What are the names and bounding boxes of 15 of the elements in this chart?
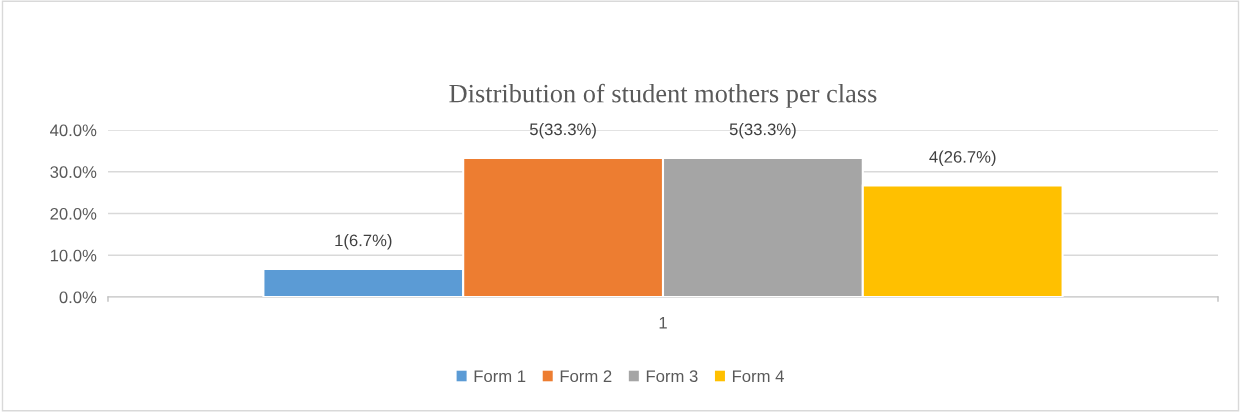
y-tick-label: 10.0%: [50, 249, 97, 262]
y-tick-label: 20.0%: [50, 207, 97, 220]
y-tick-label: 40.0%: [50, 124, 97, 137]
legend-label: Form 1: [474, 370, 526, 383]
legend-label: Form 3: [646, 370, 698, 383]
data-label: 5(33.3%): [729, 122, 796, 139]
legend-label: Form 2: [560, 370, 612, 383]
chart-title: Distribution of student mothers per class: [449, 83, 877, 108]
x-tick-label: 1: [659, 317, 667, 329]
data-label: 5(33.3%): [529, 122, 596, 139]
data-label: 4(26.7%): [929, 150, 996, 167]
legend-label: Form 4: [732, 370, 784, 383]
data-label: 1(6.7%): [335, 234, 392, 250]
y-tick-label: 30.0%: [50, 166, 97, 178]
y-tick-label: 0.0%: [59, 291, 97, 304]
